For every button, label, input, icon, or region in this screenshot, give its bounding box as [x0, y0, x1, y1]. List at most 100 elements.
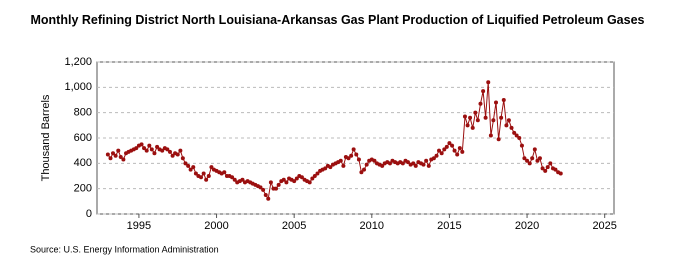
data-point	[346, 156, 351, 161]
data-point	[426, 163, 431, 168]
data-point	[193, 171, 198, 176]
data-point	[307, 180, 312, 185]
data-point	[488, 133, 493, 138]
data-point	[222, 170, 227, 175]
data-point	[473, 110, 478, 115]
data-point	[475, 118, 480, 123]
data-point	[442, 147, 447, 152]
data-point	[110, 151, 115, 156]
data-point	[209, 165, 214, 170]
data-point	[509, 125, 514, 130]
data-point	[362, 167, 367, 172]
series-line	[107, 82, 561, 201]
data-point	[144, 148, 149, 153]
data-point	[553, 167, 558, 172]
data-point	[530, 156, 535, 161]
data-point	[411, 161, 416, 166]
data-point	[323, 166, 328, 171]
x-tick-label: 2000	[204, 220, 228, 232]
data-point	[400, 161, 405, 166]
data-point	[494, 100, 499, 105]
data-point	[266, 196, 271, 201]
data-point	[543, 168, 548, 173]
data-point	[452, 148, 457, 153]
data-point	[232, 177, 237, 182]
data-point	[312, 174, 317, 178]
data-point	[134, 146, 139, 151]
data-point	[281, 177, 286, 182]
data-point	[359, 170, 364, 175]
data-point	[147, 143, 152, 148]
data-point	[160, 148, 165, 153]
data-point	[356, 157, 361, 162]
data-point	[167, 149, 172, 154]
data-point	[364, 162, 369, 167]
data-point	[240, 177, 245, 182]
data-point	[387, 161, 392, 166]
data-point	[431, 156, 436, 161]
data-point	[496, 137, 501, 142]
data-point	[341, 163, 346, 168]
data-point	[506, 118, 511, 123]
data-point	[199, 175, 204, 180]
data-point	[470, 125, 475, 130]
data-point	[204, 177, 209, 182]
data-point	[178, 148, 183, 153]
data-point	[522, 156, 527, 161]
data-point	[545, 165, 550, 170]
data-point	[191, 165, 196, 170]
data-point	[462, 114, 467, 119]
data-point	[517, 136, 522, 140]
data-point	[113, 153, 118, 158]
data-point	[501, 98, 506, 102]
x-tick-label: 2015	[437, 220, 461, 232]
data-point	[491, 118, 496, 123]
y-tick-label: 1,200	[64, 56, 92, 68]
data-point	[139, 142, 144, 147]
x-tick-label: 1995	[127, 220, 151, 232]
data-point	[525, 158, 530, 163]
x-tick-label: 2025	[592, 220, 616, 232]
data-point	[118, 155, 123, 159]
data-point	[349, 153, 354, 158]
data-point	[268, 180, 273, 185]
data-point	[483, 115, 488, 120]
data-point	[481, 89, 486, 94]
source-note: Source: U.S. Energy Information Administ…	[30, 244, 219, 254]
data-point	[180, 156, 185, 161]
data-point	[206, 174, 211, 178]
data-point	[263, 193, 268, 197]
x-tick-label: 2010	[360, 220, 384, 232]
data-point	[315, 171, 320, 176]
data-point	[105, 152, 110, 157]
data-point	[413, 163, 418, 168]
x-tick-label: 2005	[282, 220, 306, 232]
data-point	[450, 143, 455, 148]
y-tick-label: 800	[74, 107, 92, 119]
data-point	[532, 147, 537, 152]
x-tick-label: 2020	[515, 220, 539, 232]
data-point	[527, 161, 532, 166]
data-point	[486, 80, 491, 85]
data-point	[535, 158, 540, 163]
y-tick-label: 400	[74, 157, 92, 169]
data-point	[230, 175, 235, 180]
data-point	[437, 148, 442, 153]
data-point	[460, 149, 465, 154]
data-point	[421, 162, 426, 167]
data-point	[405, 160, 410, 165]
data-point	[183, 161, 188, 166]
data-point	[328, 165, 333, 170]
y-tick-label: 600	[74, 132, 92, 144]
data-point	[121, 157, 126, 162]
data-point	[519, 143, 524, 148]
data-point	[548, 161, 553, 166]
data-point	[512, 130, 517, 135]
data-point	[499, 115, 504, 120]
data-point	[310, 176, 315, 181]
data-point	[292, 179, 297, 184]
data-point	[439, 151, 444, 156]
data-point	[186, 163, 191, 168]
